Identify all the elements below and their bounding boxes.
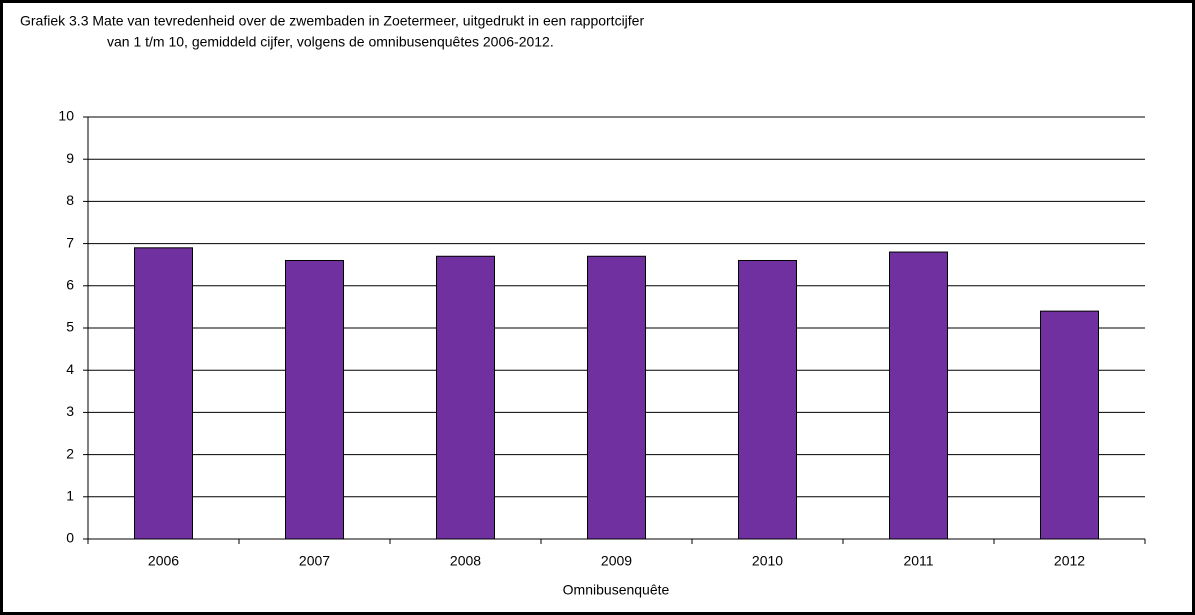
x-tick-label: 2009 xyxy=(601,553,632,569)
x-tick-label: 2008 xyxy=(450,553,481,569)
y-tick-label: 1 xyxy=(66,488,74,504)
y-tick-label: 7 xyxy=(66,234,74,250)
y-tick-label: 10 xyxy=(58,108,74,124)
x-tick-label: 2007 xyxy=(299,553,330,569)
y-tick-label: 2 xyxy=(66,445,74,461)
y-tick-label: 8 xyxy=(66,192,74,208)
y-tick-label: 3 xyxy=(66,403,74,419)
y-tick-label: 6 xyxy=(66,277,74,293)
bar xyxy=(436,255,495,540)
y-tick-label: 9 xyxy=(66,150,74,166)
y-tick-label: 5 xyxy=(66,319,74,335)
bar xyxy=(1040,310,1099,540)
x-tick-label: 2006 xyxy=(148,553,179,569)
bar xyxy=(285,259,344,540)
chart-title: Grafiek 3.3 Mate van tevredenheid over d… xyxy=(20,13,644,29)
x-tick-label: 2012 xyxy=(1054,553,1085,569)
bar xyxy=(134,247,193,540)
y-tick-label: 0 xyxy=(66,530,74,546)
x-axis-label: Omnibusenquête xyxy=(563,582,670,598)
y-tick-label: 4 xyxy=(66,361,74,377)
bar xyxy=(738,259,797,540)
x-tick-label: 2010 xyxy=(752,553,783,569)
bar xyxy=(889,251,948,540)
chart-title: van 1 t/m 10, gemiddeld cijfer, volgens … xyxy=(107,34,554,50)
x-tick-label: 2011 xyxy=(903,553,933,569)
bar xyxy=(587,255,646,540)
